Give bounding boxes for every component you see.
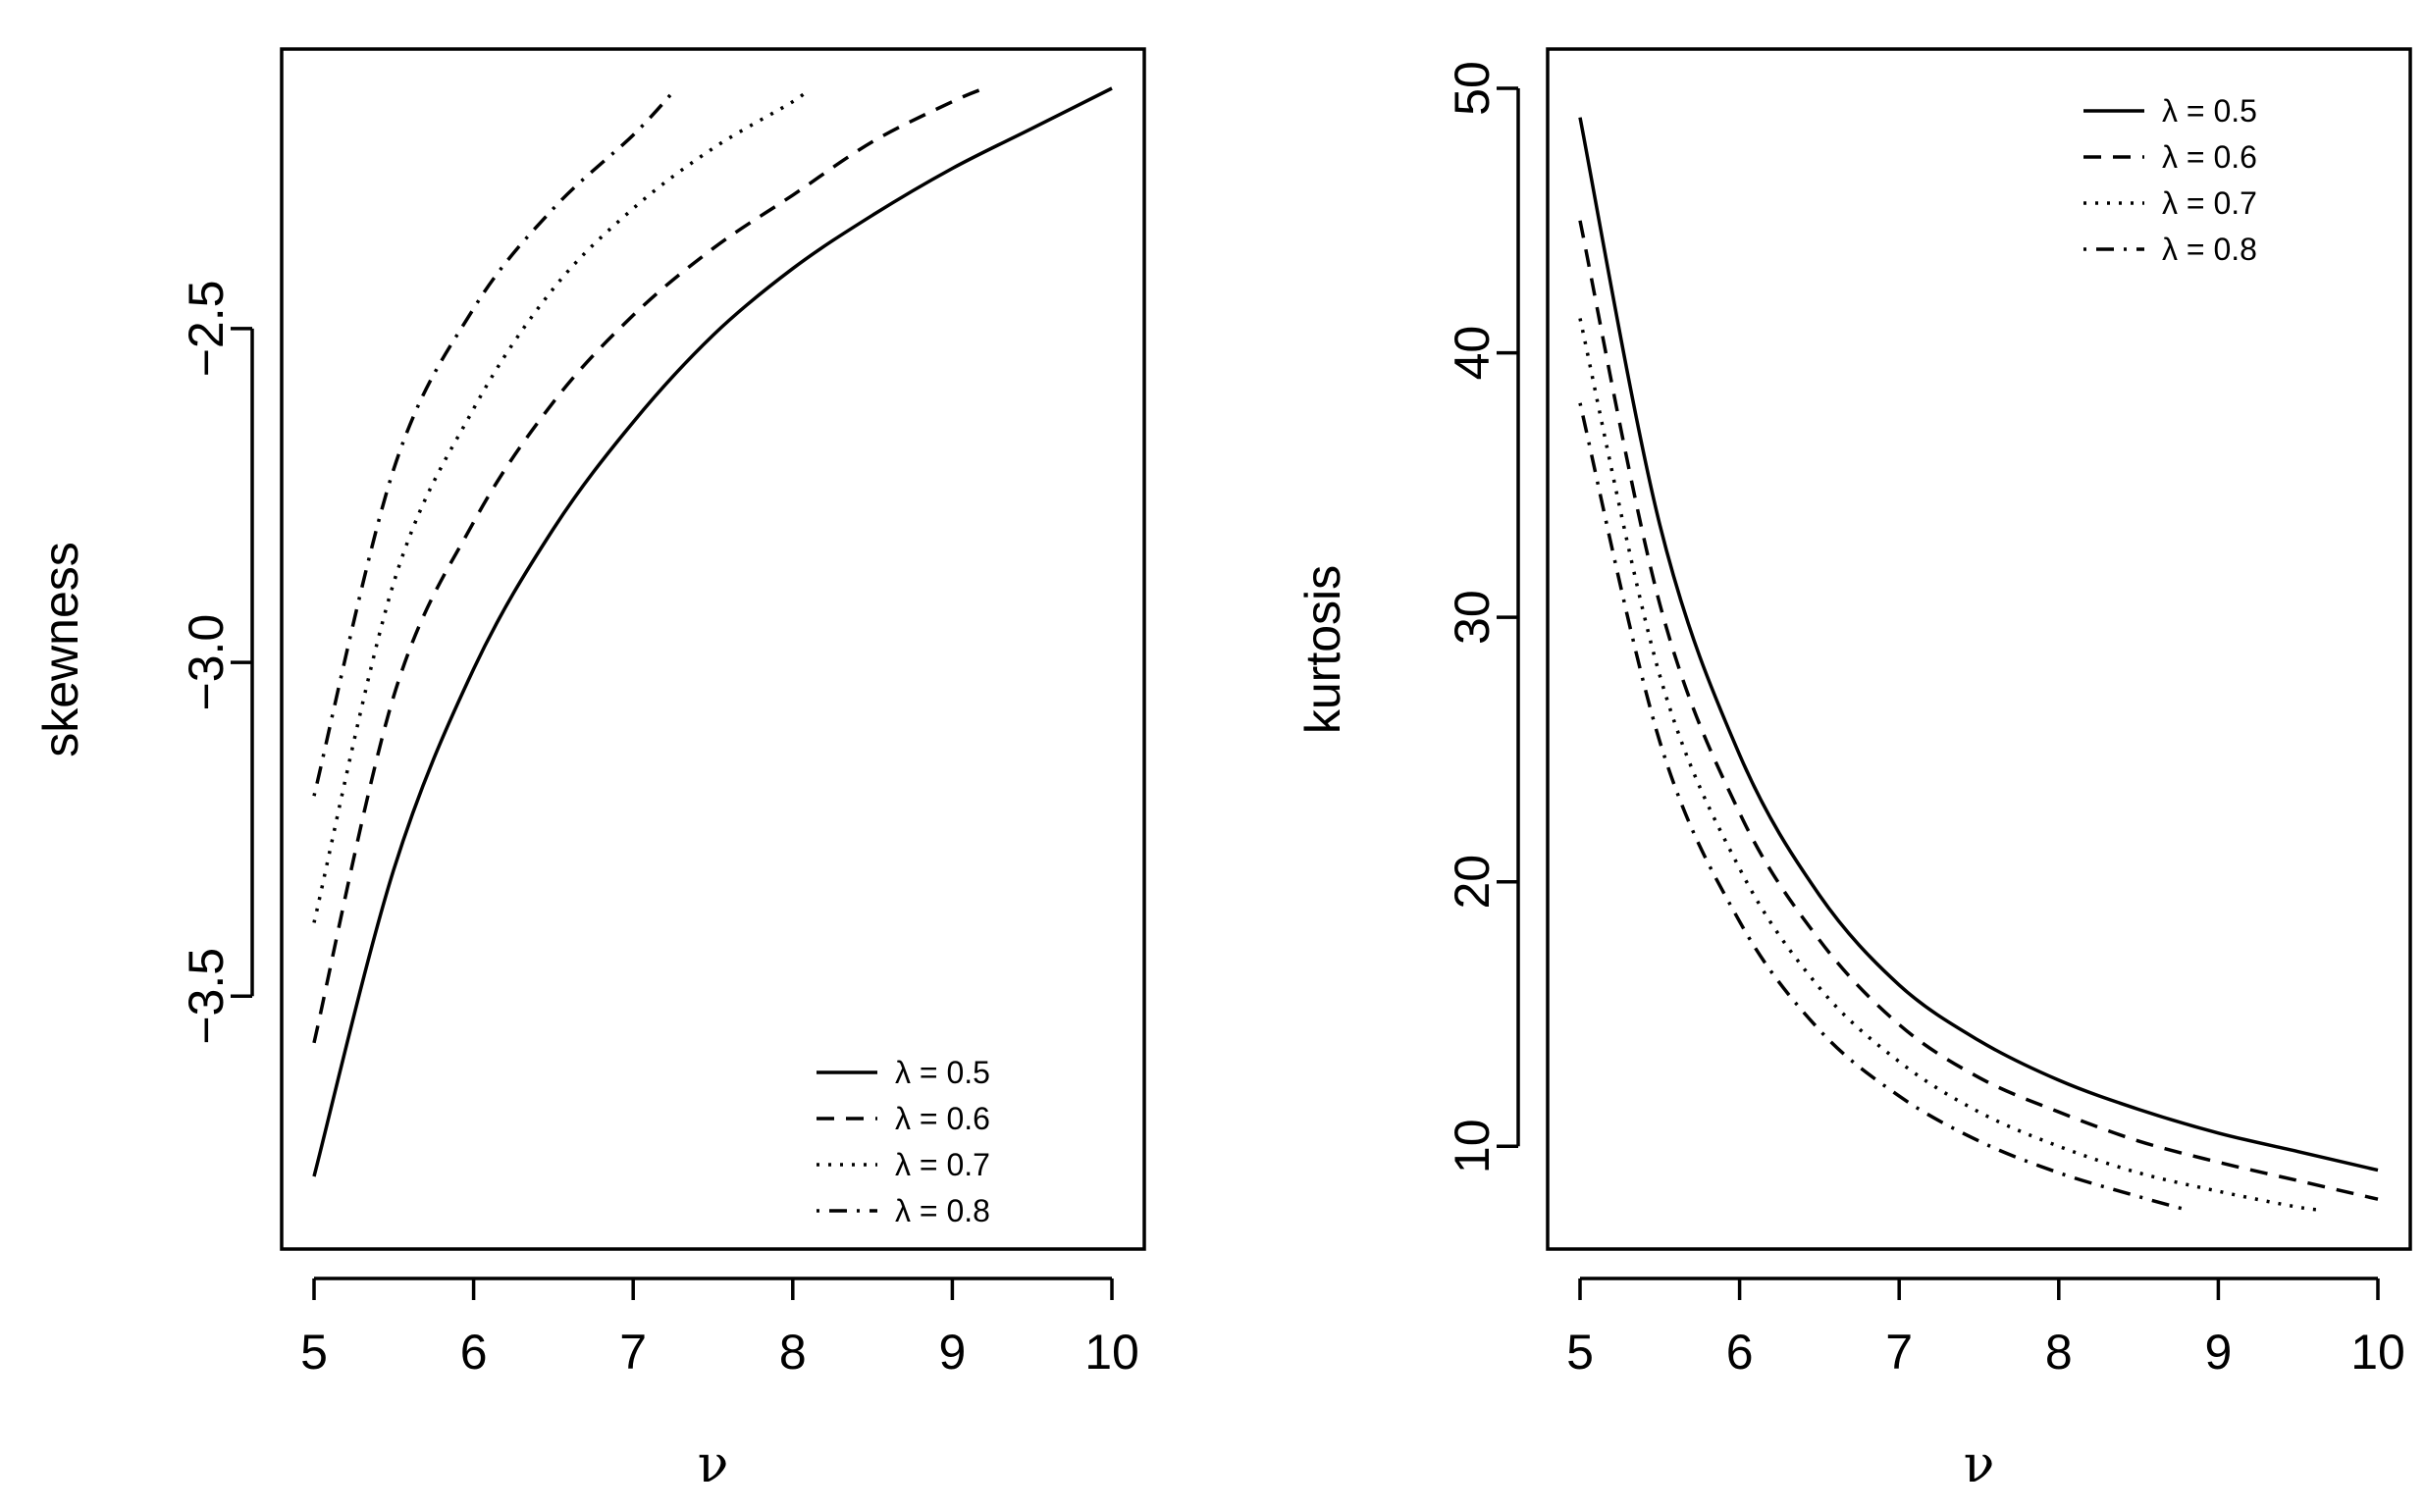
y-tick-label: −2.5 — [179, 281, 234, 378]
legend: λ = 0.5 λ = 0.6 λ = 0.7 λ = 0.8 — [2083, 93, 2257, 267]
legend-label-1: λ = 0.5 — [2162, 93, 2257, 129]
y-axis-label: skewness — [33, 542, 88, 757]
legend-label-4: λ = 0.8 — [895, 1193, 990, 1228]
series-line-3 — [312, 86, 811, 923]
x-tick-label: 6 — [460, 1325, 488, 1380]
series-line-4 — [1578, 402, 2188, 1212]
x-tick-label: 9 — [938, 1325, 966, 1380]
y-tick-label: 10 — [1445, 1119, 1500, 1173]
plot-frame — [280, 47, 1146, 1251]
legend-label-4: λ = 0.8 — [2162, 232, 2257, 267]
series-line-1 — [312, 86, 1113, 1177]
x-tick-label: 7 — [619, 1325, 647, 1380]
chart-panel-2: 5 6 7 8 9 10 10 20 30 40 50 ν kurtosis λ = 0.5 λ = 0.6… — [1295, 47, 2412, 1494]
y-tick-label: 50 — [1445, 61, 1500, 116]
series-line-3 — [1578, 318, 2323, 1212]
legend-label-2: λ = 0.6 — [895, 1101, 990, 1136]
legend-label-2: λ = 0.6 — [2162, 139, 2257, 175]
x-axis-label: ν — [698, 1435, 729, 1494]
y-tick-label: 20 — [1445, 855, 1500, 910]
x-axis-label: ν — [1964, 1435, 1995, 1494]
series-line-4 — [312, 86, 678, 797]
y-axis-label: kurtosis — [1295, 565, 1350, 734]
y-tick-label: −3.5 — [179, 948, 234, 1045]
x-tick-label: 9 — [2204, 1325, 2232, 1380]
x-tick-label: 10 — [2350, 1325, 2405, 1380]
y-tick-label: 40 — [1445, 326, 1500, 381]
y-tick-label: 30 — [1445, 590, 1500, 645]
x-tick-label: 8 — [2045, 1325, 2073, 1380]
series-line-2 — [312, 86, 985, 1044]
x-tick-label: 5 — [1566, 1325, 1594, 1380]
legend-label-1: λ = 0.5 — [895, 1055, 990, 1090]
plot-frame — [1546, 47, 2412, 1251]
y-tick-label: −3.0 — [179, 614, 234, 711]
x-tick-label: 5 — [300, 1325, 328, 1380]
x-tick-label: 10 — [1084, 1325, 1139, 1380]
series-line-1 — [1578, 117, 2379, 1173]
legend: λ = 0.5 λ = 0.6 λ = 0.7 λ = 0.8 — [817, 1055, 990, 1228]
legend-label-3: λ = 0.7 — [2162, 185, 2257, 221]
x-tick-label: 6 — [1726, 1325, 1754, 1380]
x-tick-label: 7 — [1885, 1325, 1913, 1380]
series-line-2 — [1578, 220, 2379, 1201]
legend-label-3: λ = 0.7 — [895, 1147, 990, 1182]
x-tick-label: 8 — [779, 1325, 807, 1380]
